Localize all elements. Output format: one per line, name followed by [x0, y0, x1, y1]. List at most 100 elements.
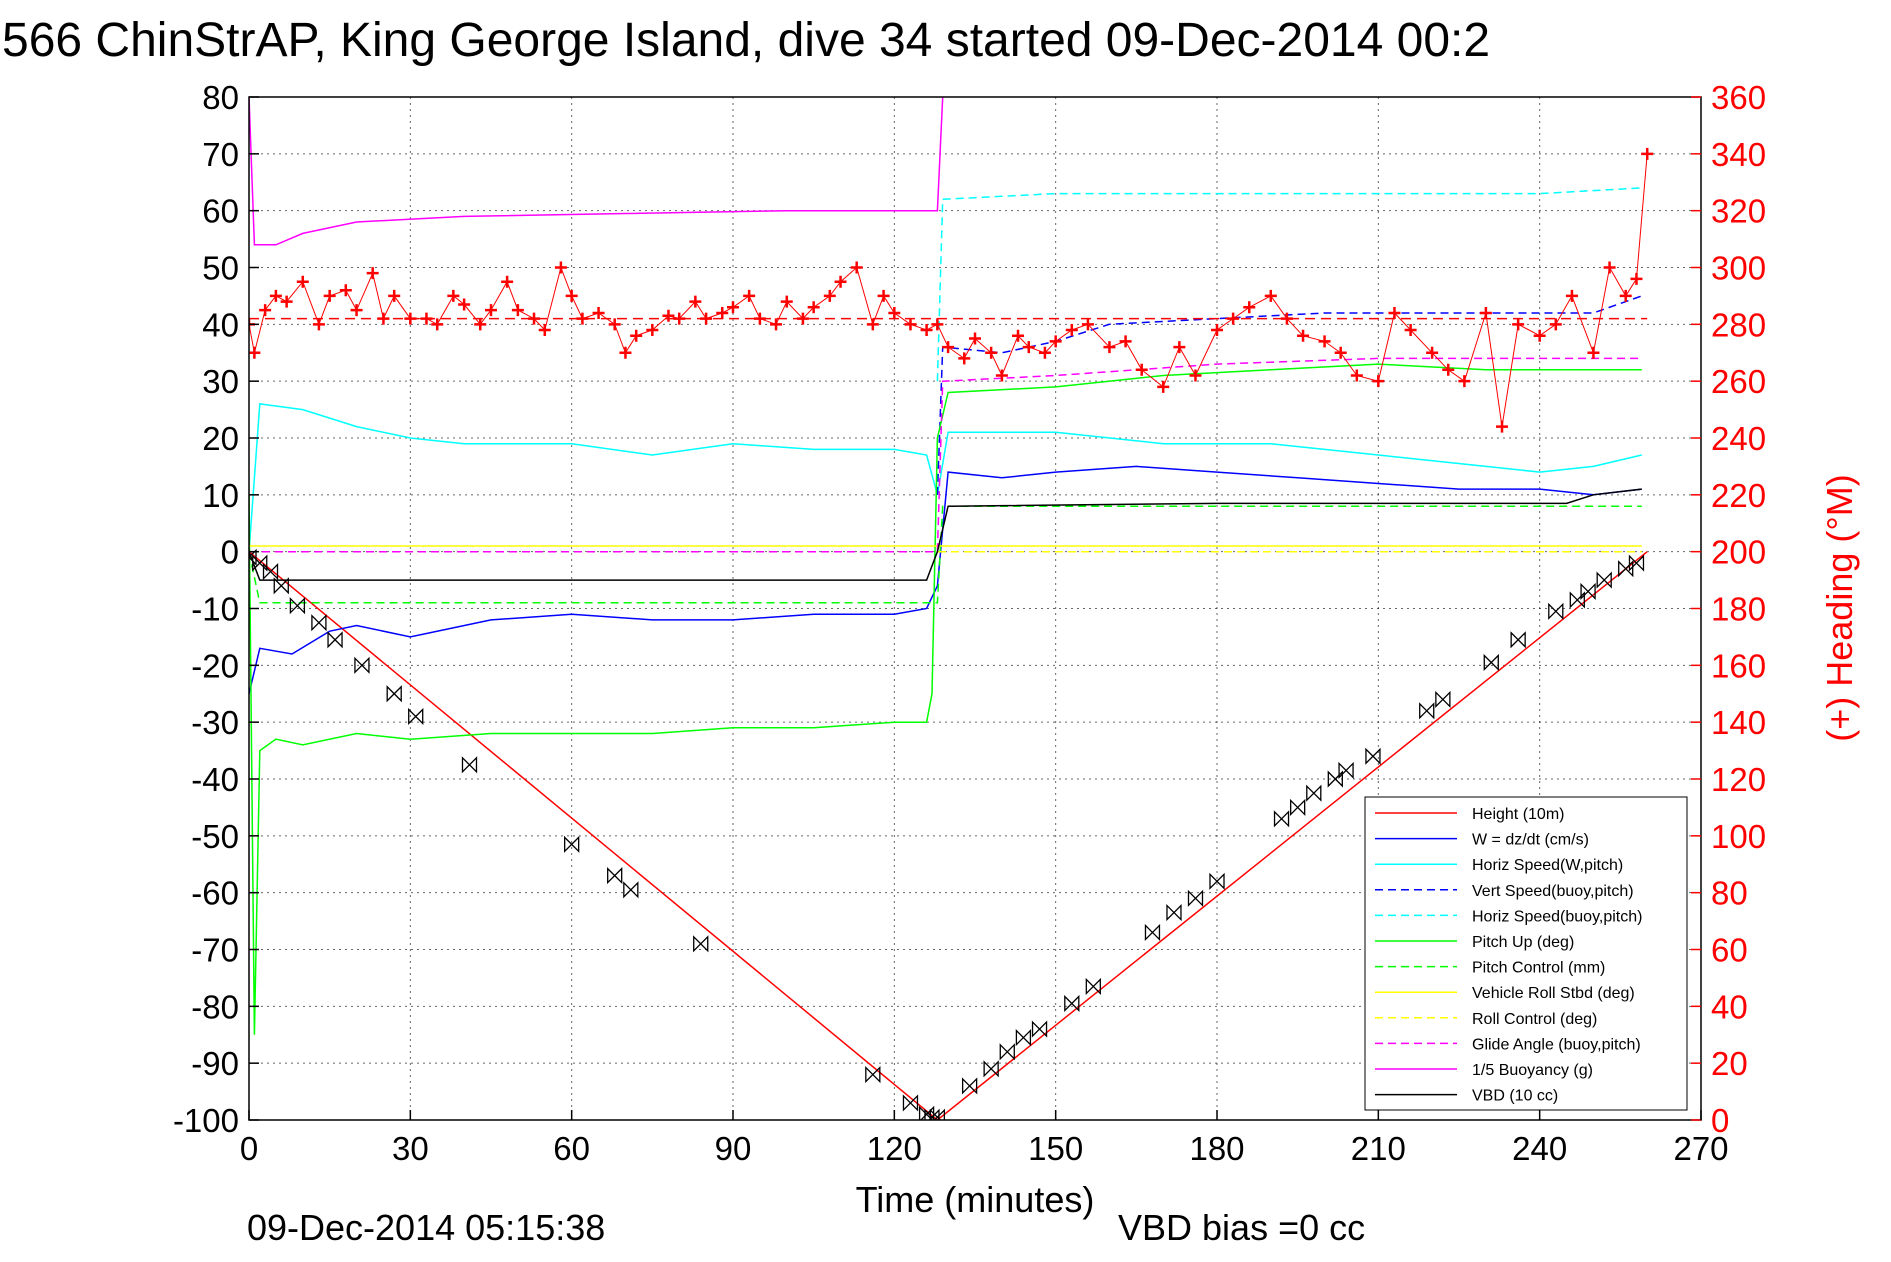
heading-point: [942, 341, 955, 354]
y-right-tick-label: 40: [1711, 988, 1748, 1025]
heading-point: [1211, 324, 1223, 337]
heading-point: [269, 289, 282, 302]
heading-trace: [249, 153, 1648, 427]
depth-marker: [1365, 747, 1381, 765]
depth-marker: [273, 577, 289, 595]
heading-point: [834, 275, 847, 288]
legend-label: 1/5 Buoyancy (g): [1472, 1062, 1593, 1079]
heading-point: [404, 312, 417, 325]
heading-point: [565, 289, 578, 302]
depth-marker: [1064, 994, 1080, 1013]
depth-marker: [311, 614, 327, 632]
heading-point: [1458, 375, 1471, 388]
x-tick-label: 90: [715, 1130, 752, 1167]
heading-point: [1350, 369, 1363, 382]
heading-point: [753, 312, 766, 325]
heading-point: [608, 318, 621, 331]
x-tick-label: 150: [1028, 1130, 1083, 1167]
y-right-tick-label: 60: [1711, 932, 1748, 969]
heading-point: [280, 295, 293, 308]
depth-marker: [1031, 1020, 1048, 1038]
heading-point: [431, 318, 444, 331]
x-tick-label: 180: [1189, 1130, 1244, 1167]
depth-marker: [327, 631, 343, 649]
y-tick-label: 50: [202, 250, 239, 287]
y-right-tick-label: 340: [1711, 136, 1766, 173]
depth-marker: [1306, 784, 1322, 802]
y-axis-right: 3603403203002802602402202001801601401201…: [1691, 79, 1766, 1139]
heading-point: [1533, 329, 1546, 342]
legend-label: Pitch Control (mm): [1472, 960, 1605, 977]
heading-point: [969, 332, 981, 345]
heading-point: [780, 295, 793, 308]
legend-label: Glide Angle (buoy,pitch): [1472, 1036, 1641, 1053]
legend: Height (10m) W = dz/dt (cm/s) Horiz Speed(…: [1364, 796, 1688, 1111]
depth-marker: [1015, 1029, 1032, 1047]
x-tick-label: 30: [392, 1130, 429, 1167]
y-axis-right-label: (+) Heading (°M): [1819, 474, 1860, 741]
y-tick-label: 70: [202, 136, 239, 173]
y-right-tick-label: 360: [1711, 79, 1766, 116]
series-line-4: [936, 187, 1642, 382]
y-right-tick-label: 100: [1711, 818, 1766, 855]
x-tick-label: 120: [867, 1130, 922, 1167]
heading-point: [1603, 261, 1616, 274]
series-line-10: [249, 97, 944, 246]
heading-point: [1630, 272, 1643, 285]
heading-point: [377, 312, 390, 325]
heading-point: [743, 289, 756, 302]
heading-point: [249, 346, 261, 359]
depth-marker: [961, 1077, 978, 1095]
heading-point: [1119, 335, 1132, 348]
y-tick-label: 10: [202, 477, 239, 514]
heading-point: [850, 261, 863, 274]
y-right-tick-label: 120: [1711, 761, 1766, 798]
heading-point: [1512, 318, 1525, 331]
vbd-bias: VBD bias =0 cc: [1118, 1207, 1365, 1248]
y-right-tick-label: 300: [1711, 250, 1766, 287]
heading-point: [958, 352, 971, 365]
heading-point: [866, 318, 879, 331]
heading-point: [366, 267, 379, 280]
y-right-tick-label: 0: [1711, 1102, 1729, 1139]
heading-point: [1334, 346, 1347, 359]
depth-marker-layer: [249, 548, 1645, 1120]
heading-point: [511, 304, 524, 317]
heading-point: [1264, 289, 1277, 302]
x-tick-label: 210: [1351, 1130, 1406, 1167]
heading-point: [1049, 335, 1062, 348]
heading-point: [1496, 420, 1509, 433]
heading-point: [388, 289, 401, 302]
chart-title: 566 ChinStrAP, King George Island, dive …: [2, 14, 1490, 67]
heading-point: [619, 346, 632, 359]
heading-point: [1243, 301, 1256, 314]
depth-marker: [1618, 560, 1634, 578]
heading-point: [1404, 324, 1417, 337]
heading-point: [995, 369, 1008, 382]
grid-lines: [249, 97, 1701, 1120]
y-tick-label: -10: [191, 591, 239, 628]
heading-point: [1173, 341, 1186, 354]
y-tick-label: -90: [191, 1045, 239, 1082]
depth-marker: [983, 1060, 999, 1078]
heading-point: [312, 318, 325, 331]
y-tick-label: -70: [191, 932, 239, 969]
series-layer: [249, 97, 1648, 1120]
heading-point: [420, 312, 433, 325]
depth-marker: [1596, 571, 1612, 589]
legend-label: Vert Speed(buoy,pitch): [1472, 883, 1634, 900]
timestamp: 09-Dec-2014 05:15:38: [247, 1207, 605, 1248]
y-tick-label: -50: [191, 818, 239, 855]
heading-point: [1135, 363, 1148, 376]
y-right-tick-label: 80: [1711, 875, 1748, 912]
y-tick-label: -80: [191, 988, 239, 1025]
heading-point: [807, 301, 820, 314]
heading-point: [877, 289, 890, 302]
depth-marker: [461, 756, 478, 774]
depth-marker: [865, 1065, 881, 1084]
y-tick-label: -30: [191, 704, 239, 741]
y-tick-label: 80: [202, 79, 239, 116]
y-tick-label: 30: [202, 363, 239, 400]
depth-marker: [1483, 653, 1499, 672]
